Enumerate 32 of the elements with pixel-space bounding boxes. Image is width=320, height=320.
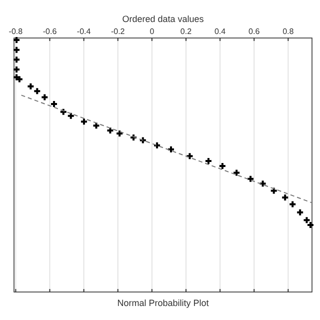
x-tick-label: -0.4 bbox=[76, 27, 92, 36]
point bbox=[66, 112, 75, 120]
point bbox=[258, 180, 267, 188]
point bbox=[288, 200, 297, 208]
x-tick-label: -0.6 bbox=[42, 27, 58, 36]
x-tick-label: -0.2 bbox=[110, 27, 126, 36]
point bbox=[232, 168, 241, 177]
x-tick-label: 0.4 bbox=[214, 27, 226, 36]
x-tick-label: 0 bbox=[150, 27, 155, 36]
x-tick-label: 0.6 bbox=[248, 27, 260, 36]
point bbox=[270, 186, 278, 195]
point bbox=[153, 141, 162, 150]
point bbox=[92, 122, 100, 130]
point bbox=[12, 73, 21, 82]
x-axis-title: Ordered data values bbox=[122, 14, 204, 24]
point bbox=[40, 93, 49, 102]
x-tick-label: 0.2 bbox=[180, 27, 192, 36]
point bbox=[12, 46, 21, 54]
point bbox=[80, 118, 88, 126]
point bbox=[246, 174, 255, 183]
point bbox=[12, 56, 21, 64]
point bbox=[218, 162, 226, 170]
point bbox=[281, 194, 290, 202]
point bbox=[186, 152, 194, 160]
point bbox=[59, 108, 68, 116]
point bbox=[12, 36, 21, 44]
x-tick-label: -0.8 bbox=[8, 27, 24, 36]
point bbox=[15, 75, 24, 84]
point bbox=[296, 208, 304, 216]
point bbox=[138, 136, 147, 144]
x-tick-label: 0.8 bbox=[282, 27, 294, 36]
text: Normal Probability Plot bbox=[117, 298, 210, 308]
